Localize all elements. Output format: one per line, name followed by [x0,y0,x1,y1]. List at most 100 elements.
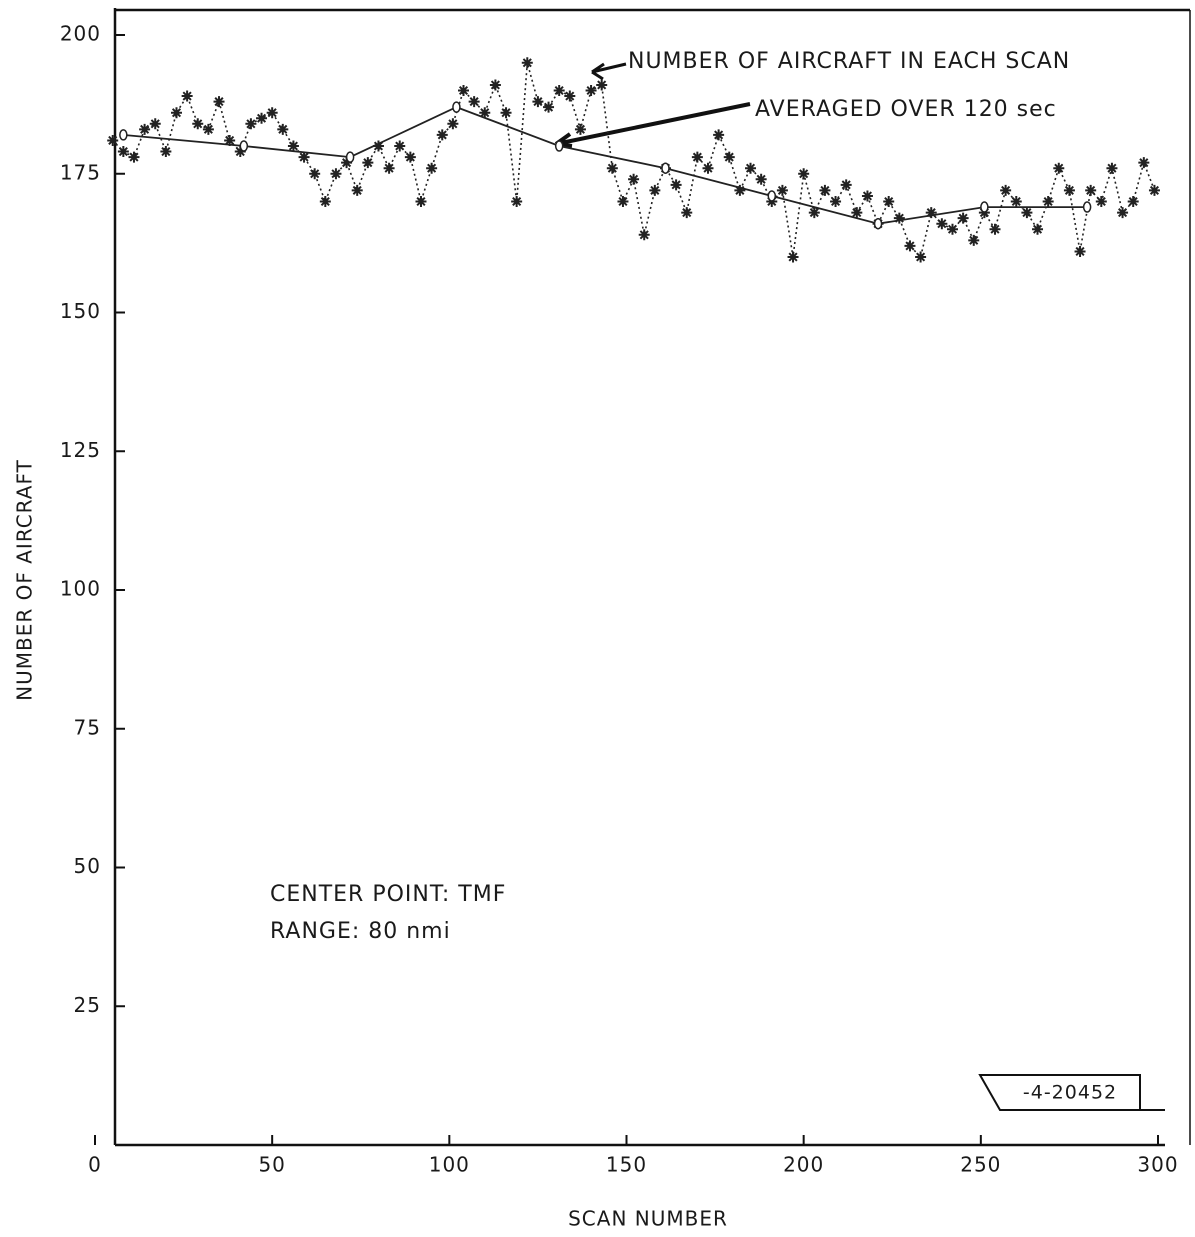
point-marker [585,85,597,96]
point-marker [819,184,831,196]
point-marker [980,201,989,213]
annotation: AVERAGED OVER 120 sec [755,97,1057,122]
point-marker [139,123,151,135]
point-marker [776,184,788,196]
point-marker [1032,223,1044,235]
x-tick-label: 150 [606,1153,647,1177]
point-marker [266,107,278,119]
series-line [112,62,1156,259]
point-marker [681,207,693,219]
point-marker [489,79,501,91]
point-marker [1085,184,1097,196]
point-marker [107,134,119,146]
point-marker [192,118,204,130]
point-marker [723,151,735,163]
point-marker [234,146,246,158]
annotation: RANGE: 80 nmi [270,919,451,944]
point-marker [691,151,703,163]
point-marker [511,196,523,207]
x-tick-label: 0 [88,1153,102,1177]
point-marker [957,212,969,224]
point-marker [734,184,746,196]
point-marker [968,234,980,246]
frame [113,8,1191,1147]
point-marker [149,118,161,130]
point-marker [256,112,268,124]
point-marker [287,140,299,152]
point-marker [1010,196,1022,207]
point-marker [458,85,470,96]
point-marker [245,118,257,130]
point-marker [574,123,586,135]
point-marker [883,196,895,207]
point-marker [553,85,565,96]
point-marker [277,123,289,135]
point-marker [119,129,128,141]
point-marker [1063,184,1075,196]
point-marker [617,196,629,207]
x-tick-label: 300 [1137,1153,1178,1177]
point-marker [661,162,670,174]
point-marker [564,90,576,102]
point-marker [1127,196,1139,207]
point-marker [1095,196,1107,207]
y-tick-label: 75 [74,715,101,739]
point-marker [415,196,427,207]
point-marker [628,173,640,185]
point-marker [362,157,374,169]
point-marker [904,240,916,252]
y-tick-label: 125 [60,438,101,462]
y-tick-label: 200 [60,22,101,46]
point-marker [606,162,618,174]
point-marker [447,118,459,130]
figure-number: -4-20452 [1023,1082,1117,1104]
point-marker [1106,162,1118,174]
point-marker [1053,162,1065,174]
point-marker [1138,157,1150,169]
point-marker [543,101,555,113]
point-marker [239,140,249,152]
point-marker [319,196,331,207]
x-axis-label: SCAN NUMBER [568,1207,728,1231]
point-marker [479,107,491,119]
point-marker [1117,207,1129,219]
y-axis-label: NUMBER OF AIRCRAFT [13,459,37,701]
point-marker [925,207,937,219]
point-marker [351,184,363,196]
point-marker [394,140,406,152]
point-marker [649,184,661,196]
point-marker [330,168,342,180]
point-marker [426,162,438,174]
y-tick-label: 175 [60,160,101,184]
point-marker [1000,184,1012,196]
point-marker [181,90,193,102]
point-marker [873,217,883,230]
x-tick-label: 200 [783,1153,824,1177]
point-marker [309,168,321,180]
point-marker [500,107,512,119]
y-tick-label: 150 [60,299,101,323]
arrow [591,62,627,81]
series-line [123,106,1088,225]
point-marker [213,96,225,108]
point-marker [128,151,140,163]
point-marker [638,229,650,241]
point-marker [554,140,564,152]
point-marker [745,162,757,174]
label-box [978,1074,1165,1111]
point-marker [521,57,533,69]
point-marker [893,212,905,224]
point-marker [713,129,725,141]
annotation: CENTER POINT: TMF [270,882,506,907]
point-marker [946,223,958,235]
point-marker [915,251,927,263]
point-marker [798,168,810,180]
point-marker [452,101,461,113]
x-tick-label: 100 [429,1153,470,1177]
point-marker [1148,184,1160,196]
point-marker [851,207,863,219]
point-marker [808,207,820,219]
point-marker [160,146,172,158]
point-marker [861,190,873,202]
